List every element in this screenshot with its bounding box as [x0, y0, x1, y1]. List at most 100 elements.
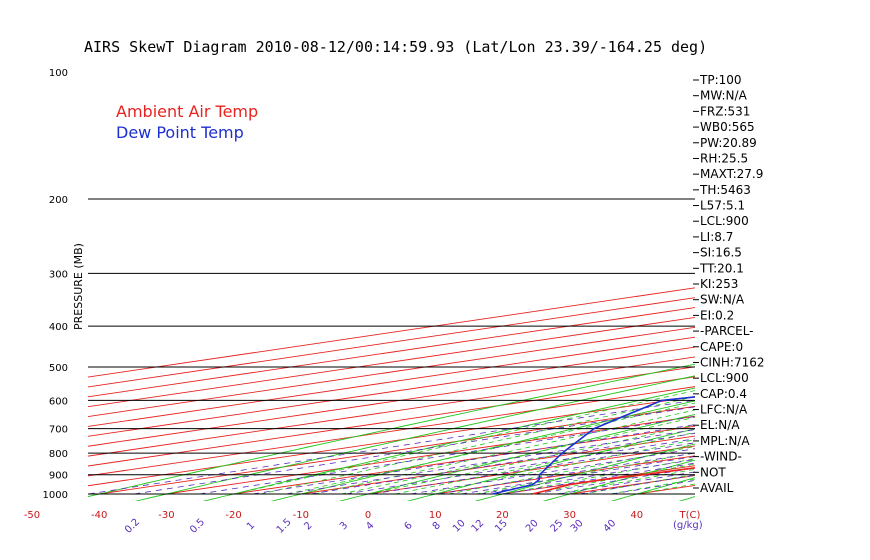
dry-adiabat-line [202, 387, 695, 501]
legend-dew-point-temp: Dew Point Temp [116, 123, 244, 142]
isotherm-line [88, 366, 695, 457]
stat-label: KI:253 [700, 277, 738, 291]
mixing-ratio-tick-labels: 0.2 0.5 1 1.5 2 3 4 6 8 10 12 15 20 25 30 40 (g/kg) [123, 517, 703, 536]
pressure-tick-label: 400 [49, 322, 68, 333]
profile-lines [492, 396, 695, 495]
bottom-temp-tick-label: -10 [293, 510, 309, 521]
mixing-ratio-tick-label: 1 [245, 520, 257, 532]
stat-label: -WIND- [700, 450, 742, 464]
dewpoint-profile-line [492, 396, 695, 495]
pressure-tick-label: 900 [49, 471, 68, 482]
pressure-tick-label: 600 [49, 396, 68, 407]
mixing-ratio-tick-label: 20 [524, 518, 541, 535]
isotherm-line [300, 435, 695, 495]
dry-adiabat-line [474, 443, 695, 501]
stat-label: TH:5463 [699, 183, 751, 197]
mixing-ratio-tick-label: 8 [431, 520, 443, 532]
dry-adiabat-line [742, 76, 870, 503]
stat-label: CAP:0.4 [700, 387, 747, 401]
mixing-ratio-line [134, 406, 695, 495]
mixing-ratio-tick-label: 12 [470, 518, 487, 535]
stat-label: AVAIL [700, 481, 734, 495]
mixing-ratio-tick-label: 40 [602, 518, 619, 535]
bottom-temp-tick-label: 40 [630, 510, 643, 521]
stat-label: SI:16.5 [700, 246, 742, 260]
isotherm-line [99, 405, 695, 495]
stat-label: FRZ:531 [700, 104, 750, 118]
pressure-tick-label: 1000 [43, 490, 68, 501]
bottom-temp-tick-label: -20 [225, 510, 241, 521]
mixing-ratio-tick-label: 4 [364, 520, 376, 532]
mixing-ratio-tick-label: 1.5 [275, 517, 294, 536]
dry-adiabat-line [270, 400, 695, 501]
moist-adiabat-line [233, 390, 695, 495]
isotherm-line [435, 455, 695, 495]
dry-adiabat-line [406, 428, 695, 501]
pressure-tick-label: 200 [49, 195, 68, 206]
y-axis-label: PRESSURE (MB) [72, 243, 85, 330]
moist-adiabat-line [341, 416, 695, 495]
bottom-temp-tick-label: -40 [91, 510, 107, 521]
dry-adiabat-line [88, 363, 695, 497]
stat-label: PW:20.89 [700, 136, 757, 150]
stat-label: EL:N/A [700, 418, 740, 432]
bottom-temp-tick-label: 20 [496, 510, 509, 521]
isotherm-line [88, 386, 695, 477]
stat-label: EI:0.2 [700, 308, 734, 322]
dry-adiabat-line [338, 413, 695, 501]
moist-adiabat-line [448, 446, 695, 495]
chart-title: AIRS SkewT Diagram 2010-08-12/00:14:59.9… [84, 38, 707, 56]
bottom-temp-tick-label: 0 [365, 510, 371, 521]
pressure-tick-label: 100 [49, 68, 68, 79]
isotherm-line [88, 346, 695, 437]
pressure-tick-label: 800 [49, 449, 68, 460]
temperature-profile-line [532, 466, 695, 495]
x-axis-unit-label: T(C) [679, 510, 701, 521]
pressure-tick-label: 300 [49, 269, 68, 280]
stat-label: MPL:N/A [700, 434, 750, 448]
isotherm-line [88, 376, 695, 467]
stat-label: SW:N/A [700, 293, 745, 307]
isotherm-line [88, 336, 695, 427]
mixing-ratio-tick-label: 2 [302, 520, 314, 532]
stat-label: TP:100 [699, 73, 742, 87]
legend-ambient-air-temp: Ambient Air Temp [116, 102, 258, 121]
stat-label: CINH:7162 [700, 355, 765, 369]
stat-label: MAXT:27.9 [700, 167, 763, 181]
mixing-ratio-line [372, 442, 695, 495]
stat-label: TT:20.1 [699, 261, 744, 275]
dry-adiabat-line [810, 76, 870, 503]
stat-label: NOT [700, 465, 726, 479]
stat-label: RH:25.5 [700, 151, 748, 165]
pressure-tick-label: 700 [49, 425, 68, 436]
stat-label: -PARCEL- [700, 324, 754, 338]
stat-label: CAPE:0 [700, 340, 743, 354]
stat-label: LI:8.7 [700, 230, 733, 244]
moist-adiabat-line [421, 439, 695, 495]
stat-label: LFC:N/A [700, 403, 748, 417]
stat-label: MW:N/A [700, 89, 748, 103]
bottom-temperature-tick-labels: -50 -40 -30 -20 -10 0 10 20 30 40 T(C) [24, 510, 701, 521]
mixing-ratio-line [252, 424, 695, 495]
bottom-temp-tick-label: 10 [429, 510, 442, 521]
moist-adiabat-line [529, 463, 695, 495]
bottom-temp-tick-label: -50 [24, 510, 40, 521]
dry-adiabat-line [134, 375, 695, 501]
stat-label: WB0:565 [700, 120, 755, 134]
stat-label: LCL:900 [700, 214, 749, 228]
mixing-ratio-tick-label: 0.2 [123, 517, 142, 536]
pressure-tick-label: 500 [49, 363, 68, 374]
isotherm-line [88, 356, 695, 447]
isotherm-line [166, 415, 695, 495]
stat-label: L57:5.1 [700, 199, 745, 213]
mixing-ratio-tick-label: 10 [451, 518, 468, 535]
moist-adiabat-line [367, 424, 695, 495]
mixing-ratio-line [310, 432, 695, 495]
mixing-ratio-unit-label: (g/kg) [673, 520, 703, 531]
moist-adiabat-line [287, 402, 695, 495]
stat-label: LCL:900 [700, 371, 749, 385]
mixing-ratio-tick-label: 6 [402, 520, 414, 532]
mixing-ratio-line [285, 429, 695, 495]
